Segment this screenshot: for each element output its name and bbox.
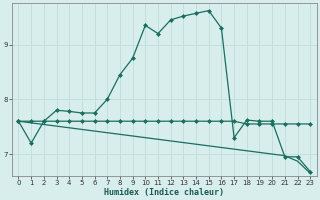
X-axis label: Humidex (Indice chaleur): Humidex (Indice chaleur)	[104, 188, 224, 197]
